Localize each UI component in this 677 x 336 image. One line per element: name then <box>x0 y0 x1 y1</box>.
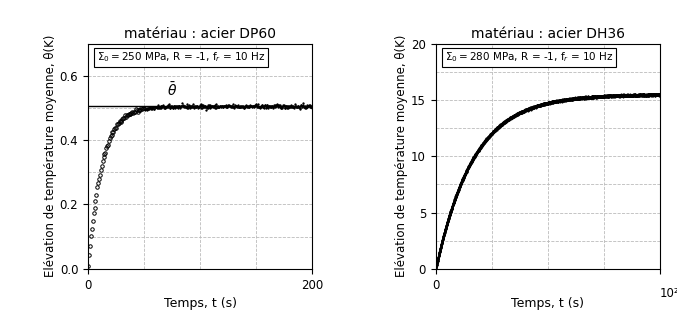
Y-axis label: Elévation de température moyenne, θ(K): Elévation de température moyenne, θ(K) <box>395 35 408 278</box>
Text: $\Sigma_0 = 280$ MPa, R = -1, f$_r$ = 10 Hz: $\Sigma_0 = 280$ MPa, R = -1, f$_r$ = 10… <box>445 50 613 64</box>
Text: $\bar{\theta}$: $\bar{\theta}$ <box>167 82 177 99</box>
Title: matériau : acier DP60: matériau : acier DP60 <box>124 27 276 41</box>
X-axis label: Temps, t (s): Temps, t (s) <box>164 297 237 310</box>
X-axis label: Temps, t (s): Temps, t (s) <box>511 297 584 310</box>
Text: 10²: 10² <box>660 287 677 300</box>
Text: $\Sigma_0 = 250$ MPa, R = -1, f$_r$ = 10 Hz: $\Sigma_0 = 250$ MPa, R = -1, f$_r$ = 10… <box>97 50 265 64</box>
Y-axis label: Elévation de température moyenne, θ(K): Elévation de température moyenne, θ(K) <box>44 35 57 278</box>
Title: matériau : acier DH36: matériau : acier DH36 <box>471 27 625 41</box>
